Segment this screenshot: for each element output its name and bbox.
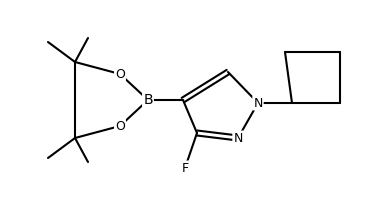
Text: O: O <box>115 119 125 132</box>
Text: F: F <box>182 162 189 174</box>
Text: N: N <box>253 96 263 110</box>
Text: N: N <box>233 131 243 144</box>
Text: B: B <box>143 93 153 107</box>
Text: O: O <box>115 68 125 81</box>
